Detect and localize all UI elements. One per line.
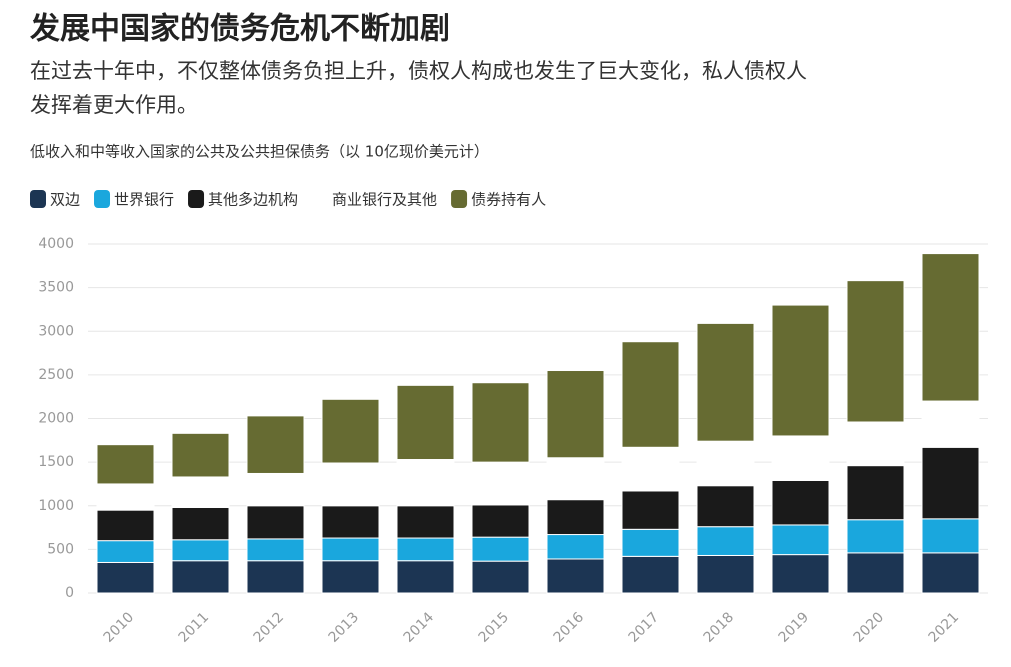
bar-segment xyxy=(621,446,680,492)
bar-segment xyxy=(846,465,905,521)
legend-swatch xyxy=(94,190,111,208)
bar-segment xyxy=(171,476,230,508)
bar-segment xyxy=(171,506,230,541)
bar-segment xyxy=(546,558,605,594)
x-tick-label: 2020 xyxy=(851,609,888,646)
bar-segment xyxy=(696,440,755,487)
x-tick-label: 2012 xyxy=(251,609,288,646)
bar-segment xyxy=(771,435,830,481)
bar-segment xyxy=(846,519,905,554)
y-tick-label: 1000 xyxy=(38,498,74,514)
subtitle: 在过去十年中，不仅整体债务负担上升，债权人构成也发生了巨大变化，私人债权人 xyxy=(30,59,807,83)
bar-segment xyxy=(396,505,455,539)
bar-segment xyxy=(171,560,230,594)
bar-segment xyxy=(846,552,905,594)
x-tick-label: 2011 xyxy=(176,609,213,646)
bar-segment xyxy=(321,505,380,539)
caption: 低收入和中等收入国家的公共及公共担保债务（以 10亿现价美元计） xyxy=(30,143,489,161)
bar-segment xyxy=(471,461,530,506)
legend-label: 商业银行及其他 xyxy=(332,191,437,209)
legend-label: 双边 xyxy=(50,191,80,209)
bar-segment xyxy=(621,490,680,530)
bar-segment xyxy=(546,534,605,560)
x-tick-label: 2018 xyxy=(701,609,738,646)
x-tick-label: 2016 xyxy=(551,609,588,646)
y-tick-label: 3000 xyxy=(38,323,74,339)
y-tick-label: 4000 xyxy=(38,236,74,252)
x-tick-label: 2014 xyxy=(401,609,438,646)
bar-segment xyxy=(921,518,980,554)
bar-segment xyxy=(96,540,155,563)
bar-segment xyxy=(396,459,455,507)
y-tick-label: 2000 xyxy=(38,411,74,427)
bar-segment xyxy=(771,554,830,594)
bar-segment xyxy=(396,384,455,461)
bar-segment xyxy=(96,509,155,542)
bar-segment xyxy=(771,479,830,526)
bar-segment xyxy=(246,560,305,594)
y-tick-label: 2500 xyxy=(38,367,74,383)
bar-segment xyxy=(321,537,380,562)
bar-segment xyxy=(621,341,680,448)
y-tick-label: 500 xyxy=(47,541,74,557)
bar-segment xyxy=(696,485,755,528)
bar-segment xyxy=(621,528,680,557)
bar-segment xyxy=(171,432,230,478)
legend-label: 世界银行 xyxy=(114,191,174,209)
bar-segment xyxy=(321,560,380,594)
legend-label: 债券持有人 xyxy=(471,191,546,209)
subtitle: 发挥着更大作用。 xyxy=(30,93,198,117)
bar-segment xyxy=(771,304,830,437)
bar-segment xyxy=(246,538,305,562)
legend: 双边 世界银行 其他多边机构 商业银行及其他 债券持有人 xyxy=(30,190,546,209)
bar-segment xyxy=(921,253,980,402)
bar-segment xyxy=(471,382,530,463)
x-tick-label: 2017 xyxy=(626,609,663,646)
bar-segment xyxy=(246,505,305,540)
bar-segment xyxy=(771,524,830,556)
bar-segment xyxy=(246,415,305,474)
bar-segment xyxy=(546,457,605,501)
bar-segment xyxy=(846,280,905,423)
x-tick-label: 2010 xyxy=(101,609,138,646)
bar-segment xyxy=(921,400,980,448)
bar-segment xyxy=(696,526,755,556)
bar-segment xyxy=(621,555,680,594)
x-tick-label: 2019 xyxy=(776,609,813,646)
bar-segment xyxy=(396,560,455,594)
legend-swatch xyxy=(451,190,468,208)
bar-segment xyxy=(321,398,380,464)
bar-segment xyxy=(321,462,380,507)
bar-segment xyxy=(471,560,530,594)
y-tick-label: 1500 xyxy=(38,454,74,470)
bar-segment xyxy=(546,370,605,459)
legend-swatch xyxy=(30,190,46,208)
x-tick-label: 2015 xyxy=(476,609,513,646)
legend-swatch xyxy=(188,190,205,208)
legend-swatch xyxy=(312,190,329,208)
bar-segment xyxy=(921,446,980,520)
bar-segment xyxy=(396,537,455,562)
bar-segment xyxy=(96,444,155,485)
bar-segment xyxy=(696,322,755,442)
bar-segment xyxy=(921,552,980,594)
bar-segment xyxy=(96,561,155,594)
x-tick-label: 2021 xyxy=(926,609,963,646)
bar-segment xyxy=(471,504,530,538)
bar-segment xyxy=(696,554,755,594)
y-tick-label: 3500 xyxy=(38,280,74,296)
bar-segment xyxy=(846,421,905,467)
y-tick-label: 0 xyxy=(65,585,74,601)
bar-segment xyxy=(471,536,530,562)
bar-segment xyxy=(171,539,230,562)
x-tick-label: 2013 xyxy=(326,609,363,646)
bar-segment xyxy=(96,483,155,511)
bar-segment xyxy=(546,499,605,536)
bar-segment xyxy=(246,472,305,507)
chart-title: 发展中国家的债务危机不断加剧 xyxy=(29,12,450,47)
legend-label: 其他多边机构 xyxy=(208,191,298,209)
